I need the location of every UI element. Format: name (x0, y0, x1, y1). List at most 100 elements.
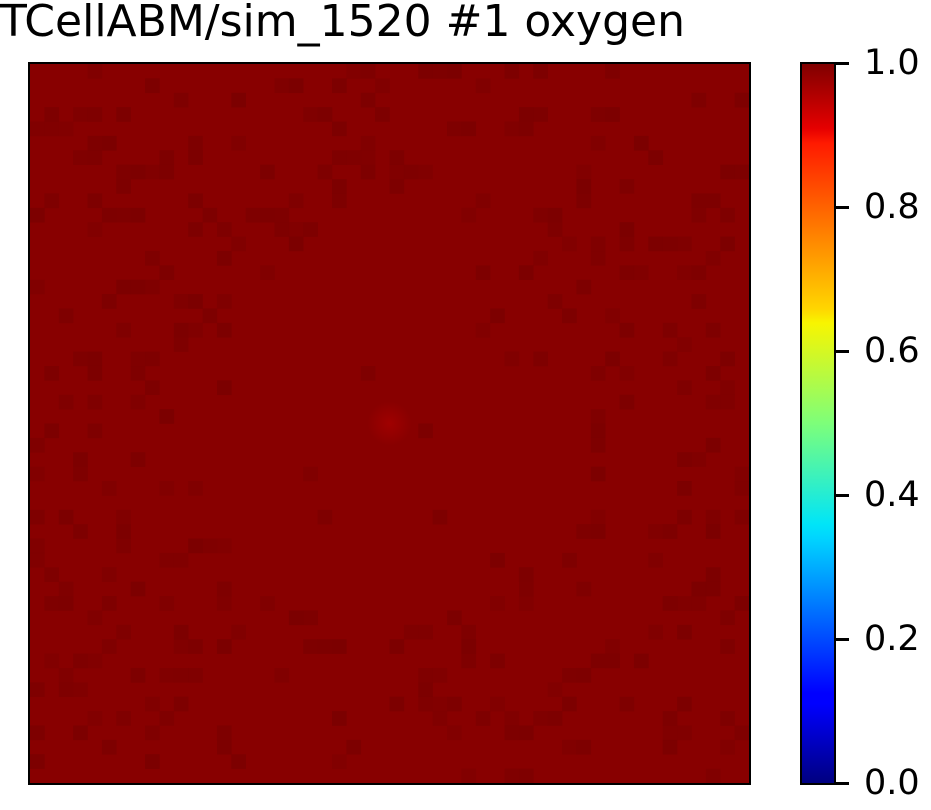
heatmap-cell (590, 466, 606, 482)
heatmap-cell (389, 164, 405, 180)
heatmap-cell (274, 78, 290, 94)
heatmap-cell (58, 596, 74, 611)
colorbar-tick (836, 62, 849, 65)
heatmap-cell (619, 394, 635, 410)
heatmap-cell (188, 667, 203, 683)
heatmap-cell (73, 524, 88, 539)
heatmap-cell (260, 596, 275, 611)
colorbar-tick-label: 0.8 (864, 187, 920, 227)
heatmap-cell (547, 207, 563, 223)
heatmap-cell (159, 552, 175, 568)
heatmap-cell (705, 365, 721, 381)
heatmap-cell (44, 653, 60, 669)
heatmap-cell (145, 754, 160, 769)
heatmap-cell (130, 365, 146, 381)
heatmap-cell (116, 538, 131, 554)
heatmap-cell (202, 538, 218, 554)
heatmap-cell (260, 207, 275, 223)
heatmap-cell (734, 164, 749, 180)
heatmap-cell (432, 711, 448, 726)
heatmap-cell (605, 308, 620, 324)
heatmap-cell (576, 193, 592, 209)
heatmap-cell (576, 179, 592, 194)
heatmap-cell (288, 222, 304, 237)
heatmap-cell (677, 452, 692, 467)
heatmap-cell (619, 179, 635, 194)
heatmap-cell (547, 682, 563, 698)
heatmap-cell (188, 538, 203, 554)
heatmap-cell (533, 351, 548, 367)
heatmap-cell (44, 193, 60, 209)
heatmap-cell (418, 423, 433, 439)
heatmap-cell (101, 596, 117, 611)
colorbar-tick-label: 0.2 (864, 619, 920, 659)
heatmap-cell (73, 682, 88, 698)
heatmap-cell (691, 452, 707, 467)
heatmap-cell (562, 667, 577, 683)
heatmap-cell (705, 437, 721, 453)
heatmap-cell (432, 64, 448, 79)
heatmap-cell (461, 768, 477, 783)
heatmap-cell (87, 351, 103, 367)
heatmap-cell (619, 365, 635, 381)
heatmap-cell (101, 567, 117, 582)
heatmap-cell (331, 639, 347, 654)
heatmap-cell (533, 107, 548, 122)
heatmap-cell (87, 365, 103, 381)
heatmap-cell (490, 653, 505, 669)
heatmap-cell (648, 150, 664, 165)
heatmap-cell (418, 696, 433, 712)
heatmap-cell (605, 351, 620, 367)
heatmap-cell (360, 64, 376, 79)
heatmap-cell (633, 265, 649, 280)
heatmap-cell (317, 509, 333, 525)
heatmap-cell (30, 207, 45, 223)
heatmap-cell (130, 207, 146, 223)
heatmap-cell (188, 135, 203, 151)
heatmap-cell (677, 596, 692, 611)
heatmap-cell (648, 524, 664, 539)
heatmap-cell (331, 711, 347, 726)
heatmap-cell (504, 121, 520, 137)
heatmap-cell (691, 596, 707, 611)
heatmap-cell (461, 653, 477, 669)
heatmap-cell (461, 639, 477, 654)
heatmap-cell (360, 135, 376, 151)
heatmap-cell (662, 524, 678, 539)
heatmap-cell (44, 107, 60, 122)
heatmap-cell (274, 667, 290, 683)
heatmap-cells (30, 64, 749, 783)
heatmap-cell (590, 423, 606, 439)
heatmap-cell (677, 265, 692, 280)
heatmap-cell (691, 581, 707, 597)
heatmap-cell (216, 294, 232, 309)
heatmap-cell (87, 653, 103, 669)
colorbar-tick (836, 638, 849, 641)
heatmap-cell (30, 509, 45, 525)
heatmap-cell (447, 121, 462, 137)
heatmap-cell (504, 711, 520, 726)
heatmap-cell (490, 308, 505, 324)
heatmap-cell (145, 279, 160, 295)
heatmap-cell (720, 739, 735, 755)
heatmap-cell (346, 739, 362, 755)
heatmap-cell (216, 380, 232, 396)
heatmap-cell (562, 696, 577, 712)
heatmap-cell (605, 107, 620, 122)
heatmap-cell (504, 351, 520, 367)
heatmap-cell (101, 294, 117, 309)
heatmap-cell (432, 667, 448, 683)
heatmap-cell (288, 236, 304, 252)
heatmap-cell (173, 552, 189, 568)
heatmap-cell (447, 725, 462, 741)
heatmap-cell (245, 207, 261, 223)
heatmap-cell (30, 121, 45, 137)
heatmap-cell (504, 768, 520, 783)
heatmap-cell (188, 481, 203, 496)
heatmap-cell (389, 696, 405, 712)
heatmap-cell (734, 481, 749, 496)
heatmap-cell (490, 596, 505, 611)
heatmap-cell (231, 135, 246, 151)
heatmap-cell (533, 250, 548, 266)
heatmap-cell (116, 107, 131, 122)
